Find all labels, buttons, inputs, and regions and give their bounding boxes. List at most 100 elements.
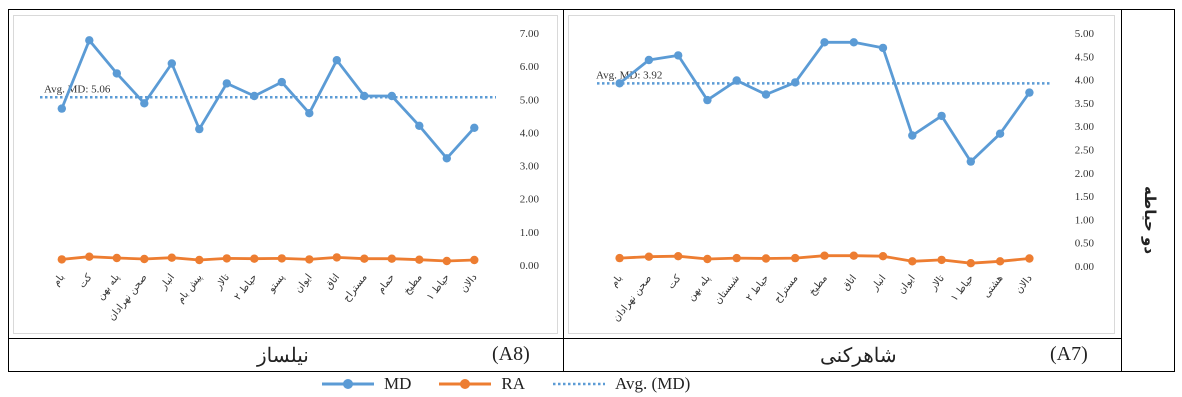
x-category-label: کت (77, 272, 95, 290)
point-ra (195, 255, 204, 265)
legend-ra-label: RA (501, 374, 526, 393)
x-category-label: شبستان (713, 273, 742, 306)
y-tick-label: 7.00 (520, 28, 540, 40)
point-md (878, 43, 888, 53)
x-category-label: مطبخ (807, 273, 830, 298)
y-tick-label: 3.50 (1075, 98, 1095, 110)
point-ra (908, 257, 917, 266)
y-tick-label: 4.00 (520, 127, 540, 139)
point-md (761, 90, 771, 99)
point-md (937, 111, 946, 121)
avg-md-label: Avg. MD: 5.06 (44, 83, 111, 95)
x-category-label: حیاط ۱ (949, 273, 976, 303)
point-md (387, 91, 396, 101)
point-md (277, 77, 286, 87)
point-md (57, 104, 66, 113)
chart-frames (13, 15, 1115, 334)
point-md (732, 76, 741, 85)
point-ra (470, 255, 479, 265)
point-md (1025, 88, 1034, 97)
point-md (85, 36, 94, 45)
point-md (615, 79, 624, 88)
point-ra (387, 254, 396, 263)
x-category-label: هشتی (981, 273, 1005, 300)
point-ra (415, 255, 424, 264)
point-md (820, 38, 829, 47)
x-category-label: پله بهن (95, 272, 122, 302)
point-md (995, 129, 1005, 138)
x-category-label: مطبخ (402, 272, 425, 297)
y-tick-label: 3.00 (520, 161, 540, 173)
point-ra (332, 253, 341, 262)
point-ra (937, 255, 946, 265)
x-category-label: پیش بام (175, 272, 205, 306)
y-tick-label: 0.00 (520, 260, 540, 272)
point-md (966, 157, 975, 166)
y-tick-label: 2.00 (520, 194, 540, 206)
y-tick-label: 2.00 (1075, 168, 1095, 180)
y-tick-label: 0.00 (1075, 261, 1095, 273)
y-tick-label: 1.50 (1075, 191, 1095, 203)
point-ra (878, 252, 888, 261)
legend-avg: Avg. (MD) (551, 374, 690, 394)
y-tick-label: 1.00 (1075, 214, 1095, 226)
x-category-label: کت (666, 273, 684, 291)
point-ra (442, 256, 451, 266)
y-tick-label: 5.00 (1075, 28, 1095, 40)
x-category-label: اتاق (323, 272, 342, 292)
series-line-md (618, 40, 1031, 164)
y-tick-label: 1.00 (520, 227, 540, 239)
x-category-label: حمام (375, 272, 397, 295)
point-md (250, 91, 259, 101)
legend-md: MD (320, 374, 411, 394)
point-md (644, 55, 654, 65)
side-label: دو حیاطه (1125, 100, 1175, 340)
x-category-label: ایوان (293, 272, 315, 295)
legend-ra: RA (437, 374, 525, 394)
point-ra (277, 254, 286, 263)
point-ra (250, 254, 259, 263)
point-ra (791, 253, 800, 263)
x-category-label: دالان (458, 272, 479, 295)
table-borders (8, 9, 1175, 372)
point-ra (761, 254, 771, 263)
y-tick-label: 3.00 (1075, 121, 1095, 133)
point-ra (644, 252, 654, 261)
side-label-text: دو حیاطه (1141, 185, 1160, 255)
x-category-label: پله بهن (686, 273, 713, 303)
legend-md-marker (322, 379, 374, 389)
point-md (140, 99, 149, 108)
x-category-label: ایوان (896, 273, 918, 296)
series-line-ra (61, 255, 475, 263)
point-ra (360, 254, 369, 263)
y-tick-label: 2.50 (1075, 145, 1095, 157)
point-md (791, 78, 800, 87)
panel-name-a7: شاهرکنی (820, 345, 897, 367)
x-category-label: تالار (928, 273, 947, 294)
x-category-label: تالار (213, 272, 232, 293)
panel-code-a7: (A7) (1050, 343, 1088, 365)
point-ra (167, 253, 176, 262)
legend-avg-marker (553, 382, 606, 386)
point-md (442, 154, 451, 163)
x-category-label: اتاق (840, 273, 859, 293)
series-line-md (60, 38, 476, 160)
x-category-label: انبار (869, 273, 888, 294)
x-category-label: دالان (1014, 273, 1035, 296)
x-category-label: حیاط ۱ (425, 272, 452, 302)
point-ra (112, 253, 122, 263)
point-ra (732, 253, 741, 263)
legend-ra-marker (439, 379, 492, 389)
point-md (305, 109, 314, 118)
point-ra (57, 255, 66, 264)
y-tick-label: 5.00 (520, 94, 540, 106)
panel-code-a8: (A8) (492, 343, 530, 365)
x-category-label: مستراح (341, 272, 369, 304)
y-tick-label: 0.50 (1075, 238, 1095, 250)
point-ra (140, 254, 149, 264)
point-md (415, 121, 424, 130)
point-md (360, 91, 369, 101)
point-ra (85, 252, 94, 261)
x-category-label: پستو (266, 272, 288, 295)
